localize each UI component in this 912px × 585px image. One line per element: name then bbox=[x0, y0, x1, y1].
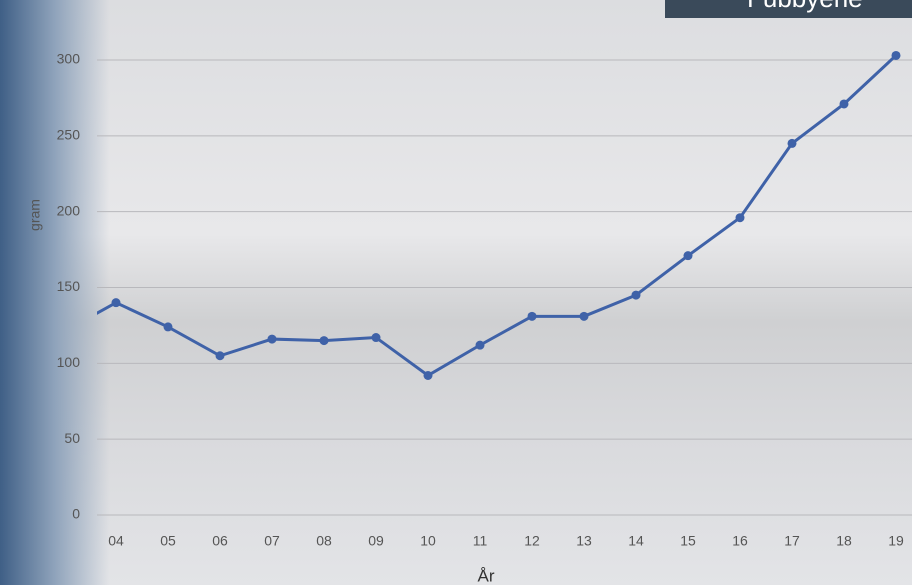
point bbox=[112, 298, 121, 307]
point bbox=[892, 51, 901, 60]
banner: Fubbyene bbox=[665, 0, 912, 18]
x-tick-label: 16 bbox=[732, 533, 748, 549]
point bbox=[580, 312, 589, 321]
point bbox=[164, 322, 173, 331]
point bbox=[268, 335, 277, 344]
point bbox=[528, 312, 537, 321]
x-tick-label: 13 bbox=[576, 533, 592, 549]
point bbox=[840, 99, 849, 108]
x-tick-label: 07 bbox=[264, 533, 280, 549]
x-tick-label: 11 bbox=[473, 533, 488, 549]
y-tick-label: 250 bbox=[57, 127, 81, 143]
y-tick-label: 200 bbox=[57, 202, 81, 218]
point bbox=[788, 139, 797, 148]
x-tick-label: 09 bbox=[368, 533, 384, 549]
y-tick-label: 150 bbox=[57, 278, 81, 294]
point bbox=[424, 371, 433, 380]
x-tick-label: 19 bbox=[888, 533, 904, 549]
point bbox=[372, 333, 381, 342]
x-tick-label: 04 bbox=[108, 533, 124, 549]
x-tick-label: 10 bbox=[420, 533, 436, 549]
x-tick-label: 14 bbox=[628, 533, 644, 549]
point bbox=[684, 251, 693, 260]
x-tick-label: 15 bbox=[680, 533, 696, 549]
x-tick-label: 18 bbox=[836, 533, 852, 549]
x-tick-label: 05 bbox=[160, 533, 176, 549]
y-tick-label: 50 bbox=[64, 430, 80, 446]
y-axis-label: gram bbox=[27, 199, 43, 231]
y-tick-label: 300 bbox=[57, 51, 81, 67]
y-tick-label: 0 bbox=[72, 506, 80, 522]
chart: gram År 0 50 100 150 200 250 300 04 05 06 07 08 09 10… bbox=[0, 0, 912, 585]
screen: gram År 0 50 100 150 200 250 300 04 05 06 07 08 09 10… bbox=[0, 0, 912, 585]
point bbox=[476, 341, 485, 350]
point bbox=[60, 327, 69, 336]
point bbox=[632, 291, 641, 300]
x-tick-label: 06 bbox=[212, 533, 228, 549]
x-tick-label: 17 bbox=[784, 533, 800, 549]
x-tick-label: 08 bbox=[316, 533, 332, 549]
y-tick-label: 100 bbox=[57, 354, 81, 370]
point bbox=[216, 351, 225, 360]
x-tick-label: 12 bbox=[524, 533, 540, 549]
x-axis-label: År bbox=[478, 566, 495, 585]
point bbox=[320, 336, 329, 345]
line bbox=[64, 55, 896, 375]
point bbox=[736, 213, 745, 222]
banner-text: Fubbyene bbox=[747, 0, 863, 13]
